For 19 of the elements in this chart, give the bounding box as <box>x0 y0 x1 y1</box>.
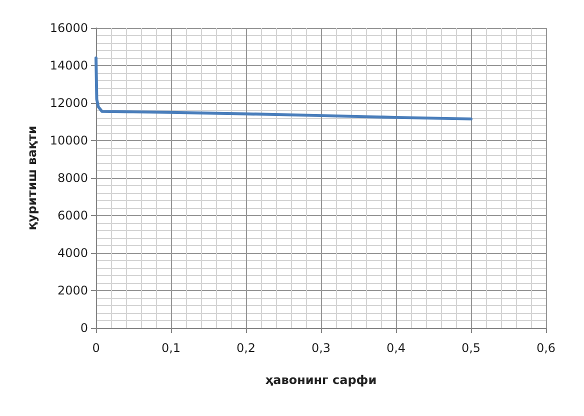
x-tick-label: 0,2 <box>236 341 256 355</box>
x-tick-label: 0,4 <box>386 341 406 355</box>
y-tick-label: 10000 <box>50 134 88 148</box>
y-tick-label: 2000 <box>57 284 88 298</box>
x-axis-title: ҳавонинг сарфи <box>265 373 377 387</box>
x-tick-label: 0,6 <box>536 341 556 355</box>
y-tick-label: 4000 <box>57 246 88 260</box>
y-tick-label: 6000 <box>57 208 88 222</box>
x-tick-label: 0 <box>92 341 100 355</box>
y-tick-label: 8000 <box>57 171 88 185</box>
y-tick-label: 0 <box>80 321 88 335</box>
y-tick-label: 16000 <box>50 21 88 35</box>
line-series <box>94 56 472 120</box>
y-axis-title: қуритиш вақти <box>25 126 39 230</box>
y-tick-label: 14000 <box>50 58 88 72</box>
x-tick-label: 0,5 <box>461 341 481 355</box>
y-tick-label: 12000 <box>50 96 88 110</box>
x-tick-label: 0,1 <box>161 341 181 355</box>
x-tick-label: 0,3 <box>311 341 331 355</box>
